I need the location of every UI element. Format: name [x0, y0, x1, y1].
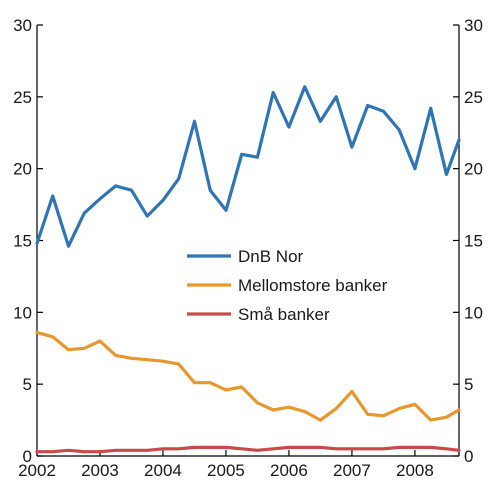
y-tick-label-right: 0	[464, 447, 473, 466]
y-tick-label-right: 10	[464, 303, 483, 322]
x-tick-label: 2004	[144, 461, 182, 480]
x-tick-label: 2005	[207, 461, 245, 480]
legend: DnB Nor Mellomstore banker Små banker	[187, 247, 388, 324]
x-tick-label: 2002	[18, 461, 56, 480]
series-line-mellomstore-banker	[35, 330, 461, 422]
y-tick-label-left: 30	[13, 16, 32, 35]
y-tick-label-left: 25	[13, 88, 32, 107]
y-tick-label-left: 20	[13, 160, 32, 179]
legend-label: DnB Nor	[238, 247, 304, 266]
y-tick-label-right: 5	[464, 375, 473, 394]
x-tick-label: 2006	[270, 461, 308, 480]
y-tick-label-right: 15	[464, 232, 483, 251]
y-tick-label-right: 20	[464, 160, 483, 179]
y-tick-label-left: 10	[13, 303, 32, 322]
legend-label: Mellomstore banker	[238, 276, 388, 295]
legend-label: Små banker	[238, 305, 330, 324]
axes: 0 0 5 5 10 10 15 15 20 20 25 25 30 30 2002 2003 2004 2005…	[13, 16, 483, 480]
y-tick-label-left: 0	[23, 447, 32, 466]
y-tick-label-left: 5	[23, 375, 32, 394]
x-tick-label: 2003	[81, 461, 119, 480]
x-tick-label: 2008	[396, 461, 434, 480]
y-tick-label-left: 15	[13, 232, 32, 251]
y-tick-label-right: 25	[464, 88, 483, 107]
x-tick-label: 2007	[333, 461, 371, 480]
series-layer	[35, 85, 461, 454]
series-line-dnb-nor	[35, 85, 461, 248]
series-line-sm-banker	[35, 445, 461, 454]
y-tick-label-right: 30	[464, 16, 483, 35]
